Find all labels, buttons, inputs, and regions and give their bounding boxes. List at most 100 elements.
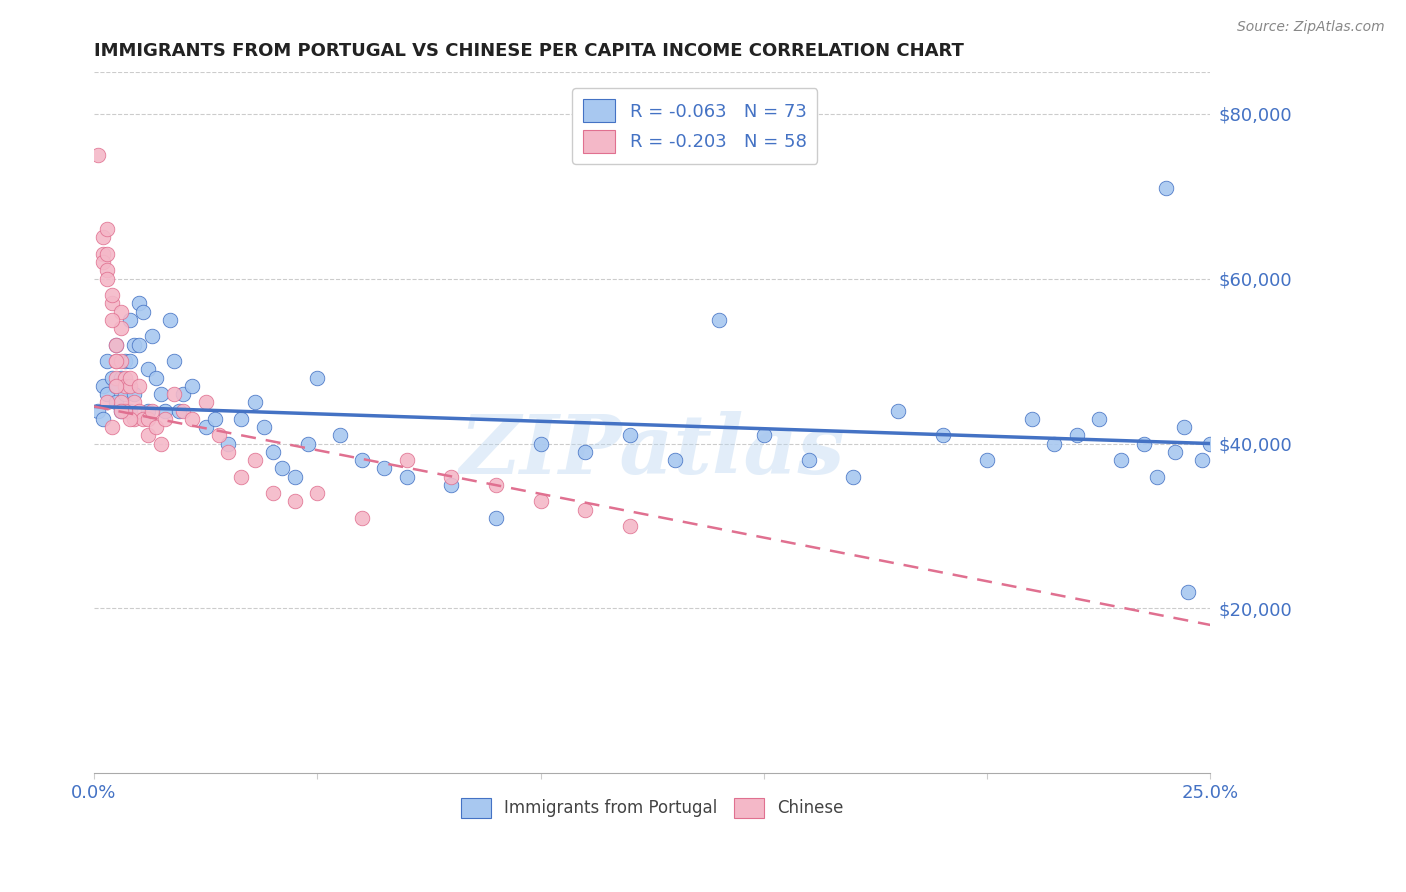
Point — [118, 403, 141, 417]
Point — [155, 412, 177, 426]
Point — [145, 420, 167, 434]
Point — [262, 444, 284, 458]
Point — [204, 412, 226, 426]
Point — [194, 395, 217, 409]
Point — [101, 296, 124, 310]
Point — [114, 403, 136, 417]
Point — [709, 313, 731, 327]
Point — [842, 469, 865, 483]
Point — [101, 370, 124, 384]
Point — [1177, 585, 1199, 599]
Point — [329, 428, 352, 442]
Point — [136, 403, 159, 417]
Point — [1146, 469, 1168, 483]
Point — [110, 321, 132, 335]
Point — [619, 428, 641, 442]
Point — [297, 436, 319, 450]
Point — [307, 486, 329, 500]
Point — [797, 453, 820, 467]
Point — [395, 469, 418, 483]
Point — [1164, 444, 1187, 458]
Text: ZIPatlas: ZIPatlas — [460, 411, 845, 491]
Point — [101, 313, 124, 327]
Point — [1021, 412, 1043, 426]
Point — [485, 510, 508, 524]
Point — [194, 420, 217, 434]
Point — [619, 519, 641, 533]
Point — [163, 354, 186, 368]
Point — [159, 313, 181, 327]
Point — [664, 453, 686, 467]
Point — [141, 329, 163, 343]
Point — [931, 428, 953, 442]
Point — [118, 354, 141, 368]
Point — [87, 148, 110, 162]
Point — [284, 494, 307, 508]
Point — [114, 379, 136, 393]
Point — [105, 337, 128, 351]
Point — [231, 412, 253, 426]
Point — [181, 412, 204, 426]
Point — [118, 370, 141, 384]
Point — [485, 477, 508, 491]
Legend: Immigrants from Portugal, Chinese: Immigrants from Portugal, Chinese — [454, 791, 851, 825]
Point — [122, 387, 145, 401]
Point — [1066, 428, 1088, 442]
Point — [1088, 412, 1111, 426]
Point — [122, 337, 145, 351]
Point — [132, 304, 155, 318]
Point — [110, 304, 132, 318]
Text: Source: ZipAtlas.com: Source: ZipAtlas.com — [1237, 20, 1385, 34]
Point — [114, 387, 136, 401]
Point — [101, 420, 124, 434]
Point — [122, 412, 145, 426]
Point — [1043, 436, 1066, 450]
Point — [105, 370, 128, 384]
Point — [350, 510, 373, 524]
Point — [105, 379, 128, 393]
Point — [1173, 420, 1195, 434]
Point — [91, 247, 114, 261]
Point — [373, 461, 395, 475]
Point — [105, 354, 128, 368]
Point — [172, 403, 194, 417]
Point — [110, 354, 132, 368]
Point — [128, 337, 150, 351]
Text: IMMIGRANTS FROM PORTUGAL VS CHINESE PER CAPITA INCOME CORRELATION CHART: IMMIGRANTS FROM PORTUGAL VS CHINESE PER … — [94, 42, 963, 60]
Point — [96, 263, 118, 277]
Point — [1154, 181, 1177, 195]
Point — [1191, 453, 1213, 467]
Point — [91, 230, 114, 244]
Point — [96, 395, 118, 409]
Point — [395, 453, 418, 467]
Point — [1199, 436, 1222, 450]
Point — [110, 403, 132, 417]
Point — [96, 387, 118, 401]
Point — [132, 412, 155, 426]
Point — [163, 387, 186, 401]
Point — [110, 395, 132, 409]
Point — [208, 428, 231, 442]
Point — [141, 403, 163, 417]
Point — [105, 395, 128, 409]
Point — [270, 461, 292, 475]
Point — [91, 412, 114, 426]
Point — [118, 412, 141, 426]
Point — [96, 354, 118, 368]
Point — [87, 403, 110, 417]
Point — [243, 395, 266, 409]
Point — [262, 486, 284, 500]
Point — [167, 403, 190, 417]
Point — [440, 477, 463, 491]
Point — [114, 354, 136, 368]
Point — [243, 453, 266, 467]
Point — [574, 444, 596, 458]
Point — [253, 420, 276, 434]
Point — [149, 436, 172, 450]
Point — [136, 362, 159, 376]
Point — [96, 222, 118, 236]
Point — [114, 370, 136, 384]
Point — [217, 436, 239, 450]
Point — [136, 412, 159, 426]
Point — [128, 296, 150, 310]
